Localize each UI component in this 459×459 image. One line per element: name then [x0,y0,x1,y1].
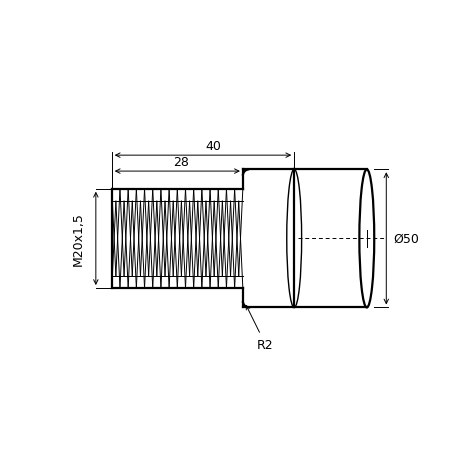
Text: 40: 40 [205,139,221,152]
Text: Ø50: Ø50 [392,232,418,246]
Text: R2: R2 [246,306,273,351]
Text: M20x1,5: M20x1,5 [72,212,84,266]
Text: 28: 28 [173,156,188,169]
